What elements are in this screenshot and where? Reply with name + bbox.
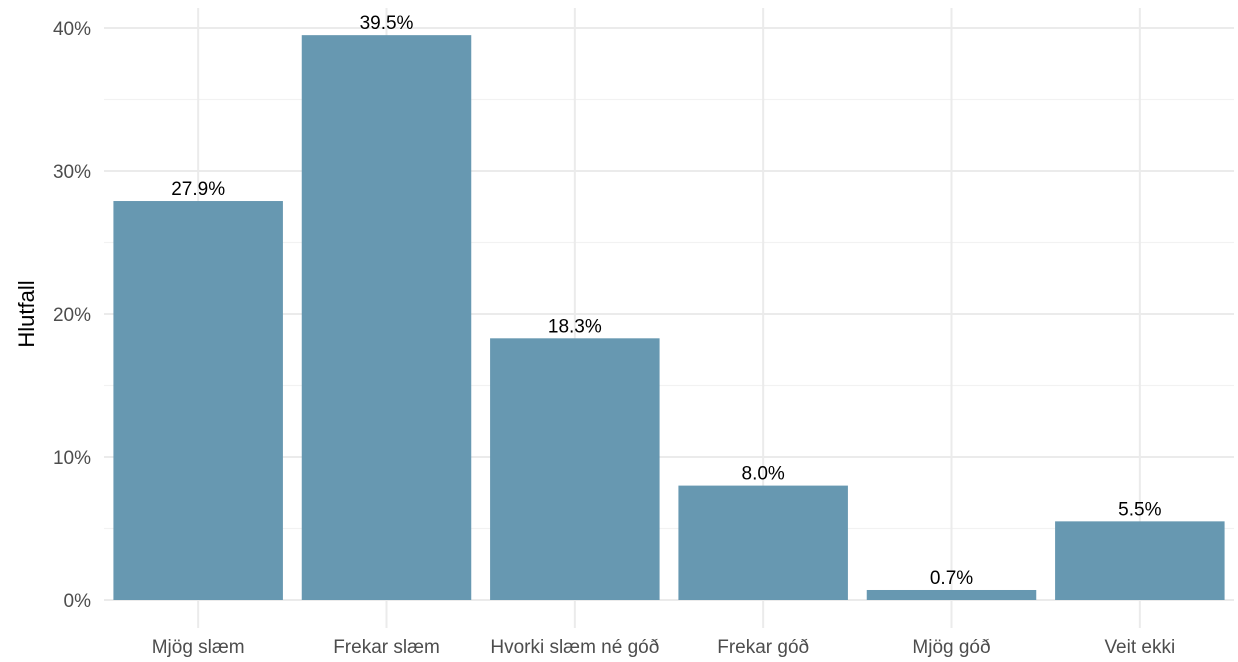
x-tick-label: Frekar góð bbox=[717, 637, 809, 658]
bar bbox=[113, 201, 283, 600]
x-axis: Mjög slæm Frekar slæm Hvorki slæm né góð Fr… bbox=[152, 637, 1176, 658]
bars bbox=[113, 35, 1225, 600]
y-tick-label: 20% bbox=[53, 305, 91, 326]
data-label: 39.5% bbox=[360, 13, 414, 34]
data-labels: 27.9% 39.5% 18.3% 8.0% 0.7% 5.5% bbox=[171, 13, 1161, 589]
x-tick-label: Hvorki slæm né góð bbox=[490, 637, 659, 658]
bar bbox=[866, 589, 1037, 600]
data-label: 27.9% bbox=[171, 179, 225, 200]
y-tick-label: 30% bbox=[53, 162, 91, 183]
y-tick-label: 0% bbox=[64, 591, 92, 612]
x-tick-label: Mjög góð bbox=[912, 637, 990, 658]
bar bbox=[678, 485, 848, 600]
y-tick-label: 10% bbox=[53, 448, 91, 469]
data-label: 5.5% bbox=[1118, 499, 1161, 520]
x-tick-label: Mjög slæm bbox=[152, 637, 245, 658]
y-axis-title: Hlutfall bbox=[14, 280, 39, 347]
bar bbox=[301, 35, 472, 600]
y-axis: 0% 10% 20% 30% 40% bbox=[53, 19, 91, 612]
y-tick-label: 40% bbox=[53, 19, 91, 40]
bar bbox=[490, 338, 660, 600]
x-tick-label: Veit ekki bbox=[1104, 637, 1175, 658]
data-label: 0.7% bbox=[930, 568, 973, 589]
x-tick-label: Frekar slæm bbox=[333, 637, 440, 658]
data-label: 8.0% bbox=[742, 464, 785, 485]
bar bbox=[1055, 521, 1225, 600]
data-label: 18.3% bbox=[548, 316, 602, 337]
